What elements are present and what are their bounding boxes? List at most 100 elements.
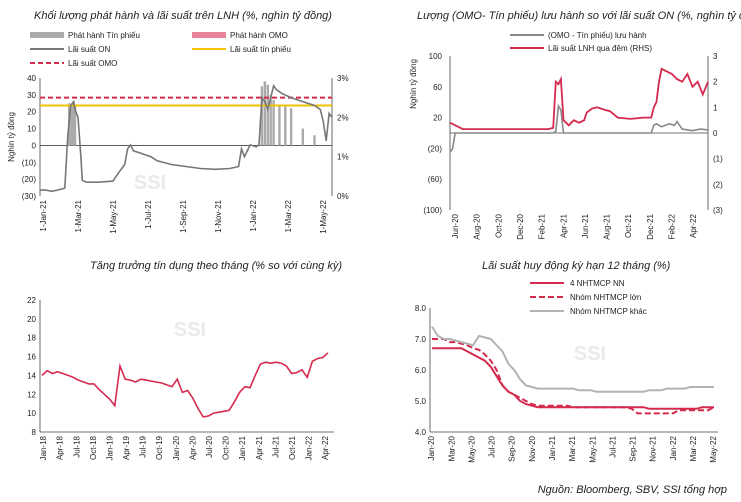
y-tick-label: 30 [27, 91, 36, 100]
x-tick-label: 1-May-22 [319, 199, 328, 233]
x-tick-label: Jan-18 [39, 435, 48, 460]
y-tick-label: 20 [27, 108, 36, 117]
y-tick-label: (60) [428, 175, 443, 184]
y2-tick-label: 3 [713, 52, 718, 61]
tinphieu-bar [73, 104, 77, 146]
watermark-text: SSI [174, 319, 206, 341]
legend-label: Nhóm NHTMCP lớn [570, 293, 641, 302]
x-tick-label: Jun-21 [581, 213, 590, 238]
chart4: 4.0 5.0 6.0 7.0 8.0 SSI Jan-20 Mar-20 May-20 Jul-… [415, 279, 718, 463]
x-tick-label: Oct-18 [89, 435, 98, 460]
legend-label: Phát hành Tín phiếu [68, 31, 140, 40]
x-tick-label: Oct-21 [288, 435, 297, 460]
x-tick-label: Nov-21 [649, 435, 658, 461]
y2-tick-label: 2 [713, 78, 718, 87]
y-tick-label: 0 [32, 141, 37, 150]
tinphieu-bar [263, 81, 267, 146]
x-tick-label: Feb-22 [667, 213, 676, 239]
legend-label: (OMO - Tín phiếu) lưu hành [548, 31, 647, 40]
tinphieu-bar [301, 128, 304, 146]
x-tick-label: Oct-20 [494, 213, 503, 238]
y2-tick-label: 2% [337, 113, 349, 122]
x-tick-label: Apr-20 [188, 435, 197, 460]
y2-tick-label: 0% [337, 192, 349, 201]
chart1-title: Khối lượng phát hành và lãi suất trên LN… [34, 10, 332, 22]
x-tick-label: Jul-20 [488, 435, 497, 457]
y-tick-label: (10) [22, 158, 37, 167]
x-tick-label: 1-Nov-21 [214, 199, 223, 232]
y-tick-label: 20 [433, 114, 442, 123]
y2-tick-label: (3) [713, 206, 723, 215]
y-axis-label: Nghìn tỷ đồng [7, 112, 16, 162]
chart4-title: Lãi suất huy động kỳ hạn 12 tháng (%) [482, 260, 671, 272]
y2-tick-label: (2) [713, 180, 723, 189]
x-tick-label: Apr-21 [559, 213, 568, 238]
x-tick-label: Feb-21 [538, 213, 547, 239]
x-tick-label: Jan-21 [238, 435, 247, 460]
legend-label: Lãi suất tín phiếu [230, 45, 291, 54]
x-tick-label: Jan-20 [427, 435, 436, 460]
y-tick-label: 40 [27, 74, 36, 83]
x-tick-label: Jul-20 [205, 435, 214, 457]
x-tick-label: 1-May-21 [109, 199, 118, 233]
x-tick-label: Jul-21 [271, 435, 280, 457]
x-tick-label: Jul-18 [72, 435, 81, 457]
x-tick-label: Jan-21 [548, 435, 557, 460]
y-tick-label: 10 [27, 125, 36, 134]
x-tick-label: Apr-22 [321, 435, 330, 460]
on-rate-line [40, 84, 333, 193]
rate-series-line [432, 347, 714, 410]
chart3-title: Tăng trưởng tín dụng theo tháng (% so vớ… [90, 260, 343, 272]
legend-label: Nhóm NHTMCP khác [570, 307, 647, 316]
rate-series-line [432, 338, 715, 415]
y-tick-label: 16 [27, 353, 36, 362]
legend-swatch [192, 32, 226, 38]
y-tick-label: 22 [27, 296, 36, 305]
y2-tick-label: 1% [337, 153, 349, 162]
y-tick-label: 8 [32, 428, 37, 437]
chart2-title: Lượng (OMO- Tín phiếu) lưu hành so với l… [417, 10, 741, 22]
y-axis-label: Nghìn tỷ đồng [409, 59, 418, 109]
y-tick-label: (30) [22, 192, 37, 201]
x-tick-label: 1-Sep-21 [179, 199, 188, 232]
y-tick-label: 10 [27, 409, 36, 418]
x-tick-label: Mar-20 [447, 435, 456, 461]
x-tick-label: 1-Jul-21 [144, 199, 153, 228]
y-tick-label: (100) [423, 206, 442, 215]
x-tick-label: Dec-20 [516, 213, 525, 239]
chart1: (30) (20) (10) 0 10 20 30 40 0% 1% 2% 3% Nghìn tỷ đồ… [7, 31, 349, 234]
chart2: (100) (60) (20) 20 60 100 (3) (2) (1) 0 1 2 3 Nghìn t… [409, 31, 723, 240]
x-tick-label: 1-Mar-22 [284, 199, 293, 232]
legend-label: 4 NHTMCP NN [570, 279, 625, 288]
y-tick-label: 12 [27, 390, 36, 399]
tinphieu-bar [266, 84, 269, 146]
chart3: 8 10 12 14 16 18 20 22 SSI Jan-18 Apr-18 Jul-18 Oct-… [27, 296, 334, 460]
y2-tick-label: (1) [713, 155, 723, 164]
tinphieu-bar [272, 99, 275, 146]
x-tick-label: Aug-20 [473, 213, 482, 239]
x-tick-label: 1-Mar-21 [74, 199, 83, 232]
x-tick-label: Sep-21 [629, 435, 638, 461]
y-tick-label: (20) [428, 144, 443, 153]
x-tick-label: Mar-22 [689, 435, 698, 461]
y-tick-label: 14 [27, 371, 36, 380]
x-tick-label: May-22 [709, 435, 718, 462]
y2-tick-label: 3% [337, 74, 349, 83]
x-tick-label: Dec-21 [646, 213, 655, 239]
y-tick-label: 8.0 [415, 304, 427, 313]
tinphieu-bar [269, 94, 272, 146]
x-tick-label: Oct-20 [222, 435, 231, 460]
x-tick-label: Jan-22 [669, 435, 678, 460]
omo-line [449, 103, 709, 153]
x-tick-label: Jan-20 [172, 435, 181, 460]
y-tick-label: 18 [27, 334, 36, 343]
tinphieu-bar [278, 104, 281, 146]
legend-label: Lãi suất LNH qua đêm (RHS) [548, 44, 652, 53]
tinphieu-bar [260, 86, 264, 146]
y-tick-label: 6.0 [415, 366, 427, 375]
y2-tick-label: 1 [713, 103, 718, 112]
x-tick-label: Apr-22 [689, 213, 698, 238]
x-tick-label: Jul-19 [139, 435, 148, 457]
x-tick-label: Apr-19 [122, 435, 131, 460]
y-tick-label: 5.0 [415, 397, 427, 406]
